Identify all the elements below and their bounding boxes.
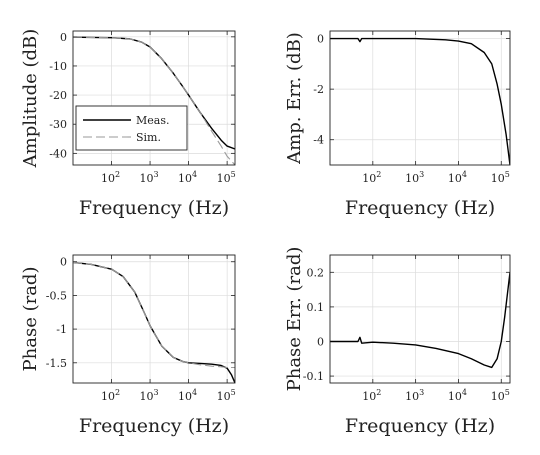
- x-tick-label-exponent: 5: [505, 388, 510, 397]
- x-tick-label: 102: [101, 388, 120, 403]
- x-tick-label-exponent: 2: [115, 170, 120, 179]
- x-tick-label-base: 10: [140, 390, 154, 403]
- x-tick-label-exponent: 2: [376, 170, 381, 179]
- y-tick-label: -1: [56, 323, 67, 336]
- sim-series-line: [73, 261, 235, 369]
- y-tick-label: -0.5: [46, 289, 67, 302]
- y-tick-label: -30: [49, 118, 67, 131]
- axes-frame: [72, 30, 236, 166]
- x-tick-label: 104: [178, 170, 197, 185]
- x-axis-label: Frequency (Hz): [345, 197, 495, 219]
- x-tick-label-exponent: 3: [419, 388, 424, 397]
- x-tick-label-base: 10: [178, 172, 192, 185]
- x-tick-label: 104: [448, 170, 467, 185]
- x-tick-label-base: 10: [217, 390, 231, 403]
- x-tick-label-exponent: 5: [505, 170, 510, 179]
- y-tick-label: -1.5: [46, 357, 67, 370]
- x-tick-label-base: 10: [101, 390, 115, 403]
- x-tick-label-exponent: 2: [115, 388, 120, 397]
- x-tick-label: 103: [140, 170, 159, 185]
- y-axis-label: Phase Err. (rad): [284, 247, 305, 392]
- x-tick-label-base: 10: [362, 390, 376, 403]
- y-tick-label: -40: [49, 147, 67, 160]
- y-tick-label: 0: [60, 256, 67, 269]
- x-tick-label: 102: [362, 170, 381, 185]
- x-tick-label-exponent: 4: [462, 170, 467, 179]
- meas-series-line: [73, 261, 235, 383]
- y-tick-label: 0: [60, 31, 67, 44]
- x-tick-label-base: 10: [101, 172, 115, 185]
- legend-label: Sim.: [136, 131, 161, 144]
- x-tick-label: 104: [448, 388, 467, 403]
- x-tick-label-base: 10: [140, 172, 154, 185]
- axes-frame: [329, 254, 511, 384]
- y-tick-label: 0: [317, 335, 324, 348]
- y-axis-label: Amp. Err. (dB): [284, 32, 305, 165]
- x-tick-label-exponent: 5: [231, 170, 236, 179]
- series-line: [330, 37, 510, 165]
- x-tick-label-base: 10: [178, 390, 192, 403]
- y-axis-label: Phase (rad): [20, 267, 41, 372]
- y-tick-label: 0: [317, 33, 324, 46]
- series-line: [330, 272, 510, 369]
- x-tick-label-base: 10: [405, 172, 419, 185]
- x-tick-label-exponent: 4: [192, 170, 197, 179]
- y-tick-label: -20: [49, 89, 67, 102]
- legend-box: [75, 105, 188, 151]
- x-tick-label-exponent: 3: [154, 170, 159, 179]
- x-tick-label-exponent: 3: [154, 388, 159, 397]
- sim-series-line: [73, 36, 235, 165]
- x-tick-label: 105: [491, 388, 510, 403]
- y-tick-label: -10: [49, 60, 67, 73]
- x-tick-label: 103: [405, 388, 424, 403]
- legend-label: Meas.: [136, 114, 169, 127]
- axes-frame: [329, 30, 511, 166]
- x-tick-label-base: 10: [362, 172, 376, 185]
- y-tick-label: -0.1: [303, 370, 324, 383]
- x-tick-label-exponent: 2: [376, 388, 381, 397]
- y-tick-label: 0.1: [307, 301, 325, 314]
- x-tick-label-base: 10: [491, 172, 505, 185]
- x-tick-label-base: 10: [448, 172, 462, 185]
- x-axis-label: Frequency (Hz): [79, 197, 229, 219]
- legend: Meas. Sim.: [75, 105, 188, 151]
- y-tick-label: -4: [313, 134, 324, 147]
- x-tick-label-base: 10: [491, 390, 505, 403]
- x-tick-label: 102: [101, 170, 120, 185]
- x-tick-label: 102: [362, 388, 381, 403]
- x-tick-label: 103: [140, 388, 159, 403]
- x-tick-label: 105: [491, 170, 510, 185]
- x-axis-label: Frequency (Hz): [79, 415, 229, 437]
- axes-frame: [72, 254, 236, 384]
- x-tick-label: 105: [217, 388, 236, 403]
- y-axis-label: Amplitude (dB): [20, 29, 41, 169]
- x-tick-label-exponent: 4: [462, 388, 467, 397]
- x-tick-label-exponent: 4: [192, 388, 197, 397]
- x-tick-label-base: 10: [217, 172, 231, 185]
- x-tick-label: 105: [217, 170, 236, 185]
- x-tick-label: 103: [405, 170, 424, 185]
- y-tick-label: 0.2: [307, 266, 325, 279]
- x-tick-label-base: 10: [448, 390, 462, 403]
- y-tick-label: -2: [313, 83, 324, 96]
- x-tick-label-base: 10: [405, 390, 419, 403]
- x-axis-label: Frequency (Hz): [345, 415, 495, 437]
- x-tick-label-exponent: 5: [231, 388, 236, 397]
- x-tick-label-exponent: 3: [419, 170, 424, 179]
- x-tick-label: 104: [178, 388, 197, 403]
